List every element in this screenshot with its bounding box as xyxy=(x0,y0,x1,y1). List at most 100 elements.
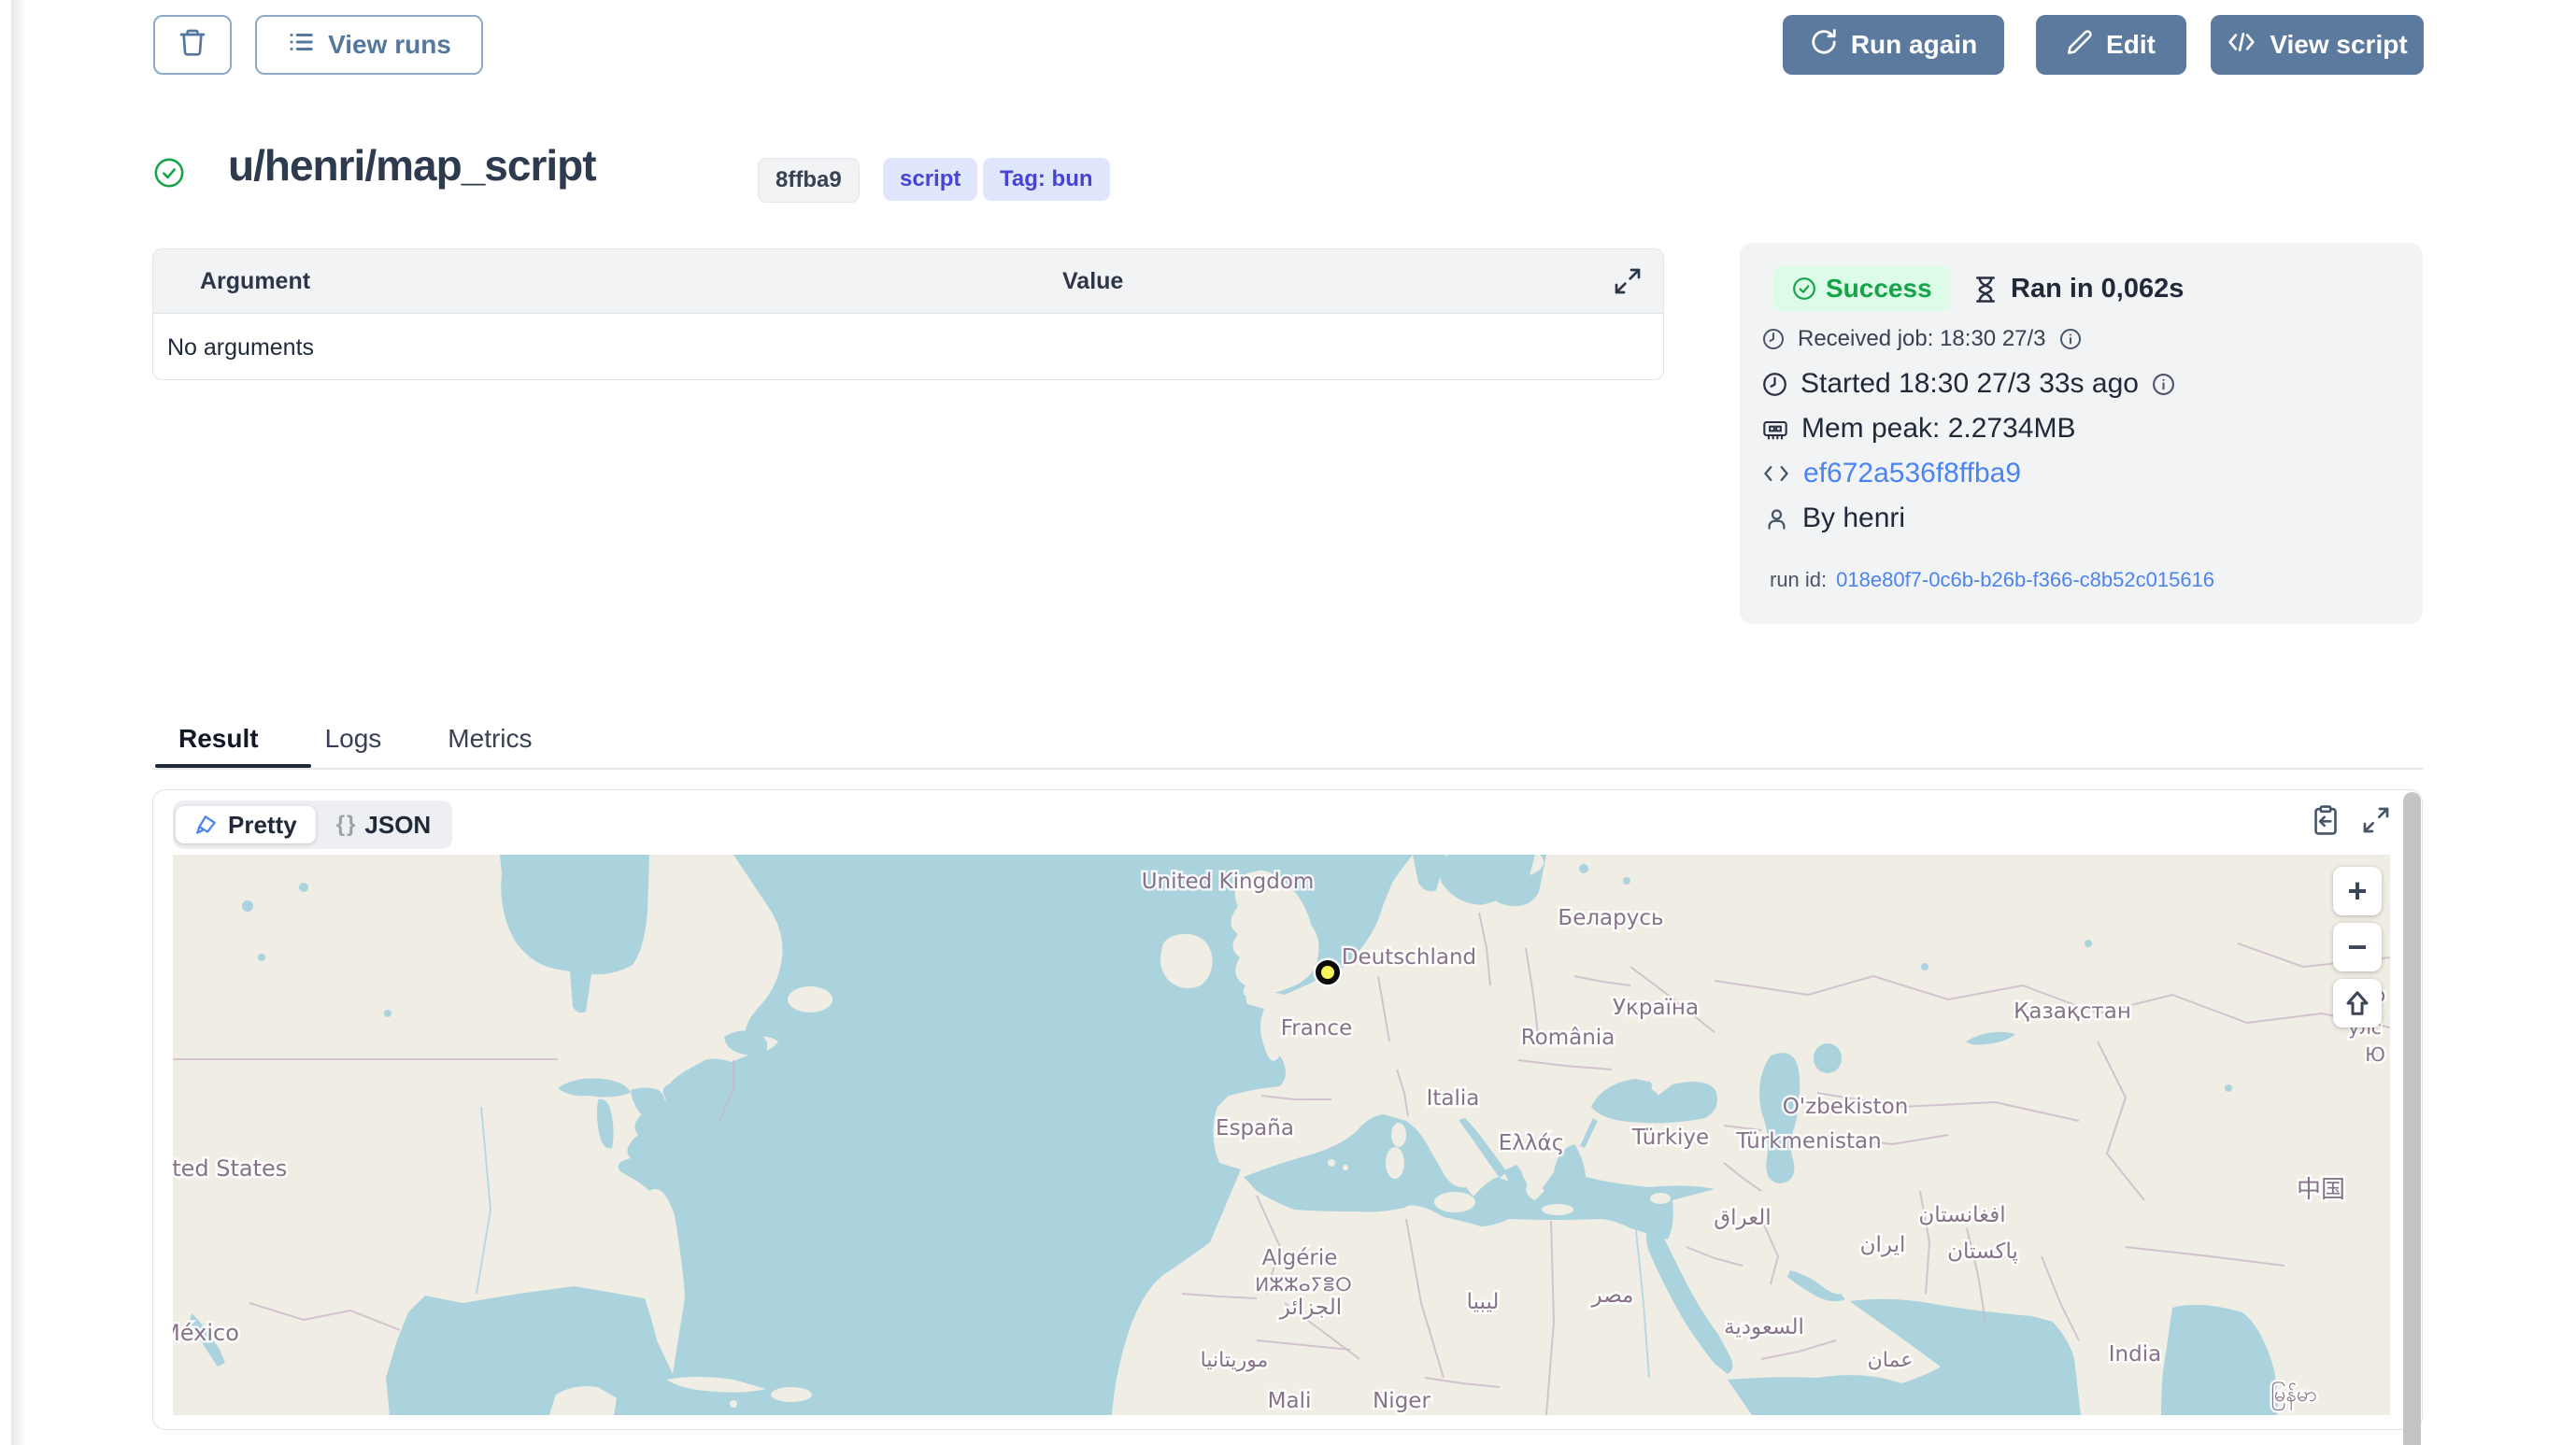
map-land-eurasia-africa xyxy=(1112,855,2390,1415)
map-land-north-america xyxy=(173,855,783,1415)
run-id-row: run id: 018e80f7-0c6b-b26b-f366-c8b52c01… xyxy=(1770,568,2214,592)
expand-table-icon[interactable] xyxy=(1613,266,1643,303)
map-label: Algérie xyxy=(1262,1246,1338,1270)
memory-icon xyxy=(1763,420,1787,440)
map-sea-red xyxy=(1646,1226,1733,1374)
map-label: España xyxy=(1216,1116,1294,1140)
delete-run-button[interactable] xyxy=(153,15,232,75)
copy-result-icon[interactable] xyxy=(2311,804,2341,841)
hourglass-icon xyxy=(1976,276,1995,303)
map-land-hispaniola xyxy=(771,1387,812,1402)
map-sea-bosphorus xyxy=(1580,1118,1598,1148)
map-seas xyxy=(190,855,2278,1415)
map-sea-balkhash xyxy=(1966,1031,2015,1045)
map-label: Türkiye xyxy=(1631,1126,1709,1150)
value-column-header: Value xyxy=(1062,267,1124,294)
info-icon xyxy=(2152,373,2174,395)
arguments-empty-row: No arguments xyxy=(153,314,1663,379)
view-script-label: View script xyxy=(2270,30,2408,59)
map-gulf-st-lawrence xyxy=(724,1030,768,1055)
author-row: By henri xyxy=(1764,503,1905,534)
active-tab-underline xyxy=(155,764,311,768)
map-label: မြန်မာ xyxy=(2270,1381,2316,1410)
edit-label: Edit xyxy=(2106,30,2156,59)
map-label: România xyxy=(1521,1026,1615,1050)
map-borders xyxy=(173,912,2390,1415)
received-label: Received job: 18:30 27/3 xyxy=(1798,326,2046,351)
run-id-link[interactable]: 018e80f7-0c6b-b26b-f366-c8b52c015616 xyxy=(1836,568,2215,591)
map-land-peloponnese xyxy=(1526,1185,1544,1200)
tag-badge: Tag: bun xyxy=(983,158,1110,201)
map-sea-adriatic xyxy=(1459,1118,1507,1178)
kind-badge: script xyxy=(883,158,978,201)
tab-metrics[interactable]: Metrics xyxy=(448,724,533,753)
map-islands xyxy=(1328,1077,1671,1215)
page-scrollbar[interactable] xyxy=(2403,792,2421,1445)
tab-logs[interactable]: Logs xyxy=(324,724,382,753)
map-label: France xyxy=(1281,1016,1352,1041)
map-label: Mali xyxy=(1268,1389,1312,1413)
script-hash-link[interactable]: ef672a536f8ffba9 xyxy=(1803,458,2022,489)
script-hash-row: ef672a536f8ffba9 xyxy=(1762,458,2021,489)
mem-peak-row: Mem peak: 2.2734MB xyxy=(1762,413,2075,445)
map-land-great-britain xyxy=(1231,870,1319,998)
format-pretty-segment[interactable]: Pretty xyxy=(176,806,316,843)
map-label: السعودية xyxy=(1724,1315,1804,1339)
duration-label: Ran in 0,062s xyxy=(2011,274,2185,304)
map-label: الجزائر xyxy=(1279,1296,1342,1320)
map-lake-huron xyxy=(631,1087,665,1120)
hash-badge: 8ffba9 xyxy=(758,158,860,203)
map-canvas[interactable]: United States México United Kingdom Беларус… xyxy=(173,855,2390,1415)
map-label: Niger xyxy=(1373,1389,1430,1413)
refresh-icon xyxy=(1810,28,1838,63)
map-sea-aral xyxy=(1814,1043,1842,1073)
run-again-label: Run again xyxy=(1850,30,1978,59)
no-arguments-text: No arguments xyxy=(167,333,315,361)
result-tabbar: Result Logs Metrics xyxy=(152,724,2423,770)
status-badge: Success xyxy=(1773,266,1951,311)
status-check-icon xyxy=(1793,277,1815,300)
map-land-yucatan xyxy=(549,1386,617,1415)
map-land-crimea xyxy=(1647,1077,1670,1096)
map-label: Türkmenistan xyxy=(1735,1129,1881,1154)
expand-result-icon[interactable] xyxy=(2361,805,2391,840)
map-label: عمان xyxy=(1868,1349,1914,1372)
map-labels-group: United States México United Kingdom Беларус… xyxy=(173,868,2388,1416)
map-label: Ю xyxy=(2365,1043,2385,1066)
map-land-corsica xyxy=(1391,1123,1406,1147)
map-label: ليبيا xyxy=(1467,1290,1500,1314)
author-label: By henri xyxy=(1802,503,1906,533)
map-lake-superior xyxy=(558,1078,631,1098)
map-zoom-out-button[interactable]: − xyxy=(2333,923,2382,971)
run-again-button[interactable]: Run again xyxy=(1783,15,2004,75)
duration-row: Ran in 0,062s xyxy=(1973,274,2184,305)
map-sea-persian-gulf xyxy=(1787,1270,1845,1302)
view-runs-label: View runs xyxy=(328,30,451,59)
pretty-label: Pretty xyxy=(228,810,297,839)
map-land-newfoundland xyxy=(788,986,833,1013)
map-label: India xyxy=(2109,1342,2161,1367)
map-label: پاکستان xyxy=(1947,1240,2018,1264)
format-json-segment[interactable]: { } JSON xyxy=(318,806,450,843)
code-icon xyxy=(1764,465,1788,482)
map-label: United States xyxy=(173,1155,287,1182)
map-label: United Kingdom xyxy=(1142,870,1315,894)
map-landmasses xyxy=(173,855,2390,1415)
code-icon xyxy=(2227,29,2256,62)
map-zoom-in-button[interactable]: + xyxy=(2333,867,2382,915)
map-land-sicily xyxy=(1434,1192,1475,1212)
map-label: Беларусь xyxy=(1558,906,1663,930)
clock-icon xyxy=(1763,329,1784,349)
view-script-button[interactable]: View script xyxy=(2211,15,2424,75)
view-runs-button[interactable]: View runs xyxy=(255,15,483,75)
map-locate-button[interactable] xyxy=(2333,979,2382,1027)
user-icon xyxy=(1768,508,1786,530)
list-icon xyxy=(287,28,315,63)
map-marker[interactable] xyxy=(1316,960,1340,985)
page-title: u/henri/map_script xyxy=(228,141,597,190)
map-label: Ελλάς xyxy=(1499,1131,1564,1155)
map-land-crete xyxy=(1542,1204,1573,1215)
edit-button[interactable]: Edit xyxy=(2036,15,2186,75)
map-label: افغانستان xyxy=(1918,1203,2005,1227)
tab-result[interactable]: Result xyxy=(178,724,259,753)
